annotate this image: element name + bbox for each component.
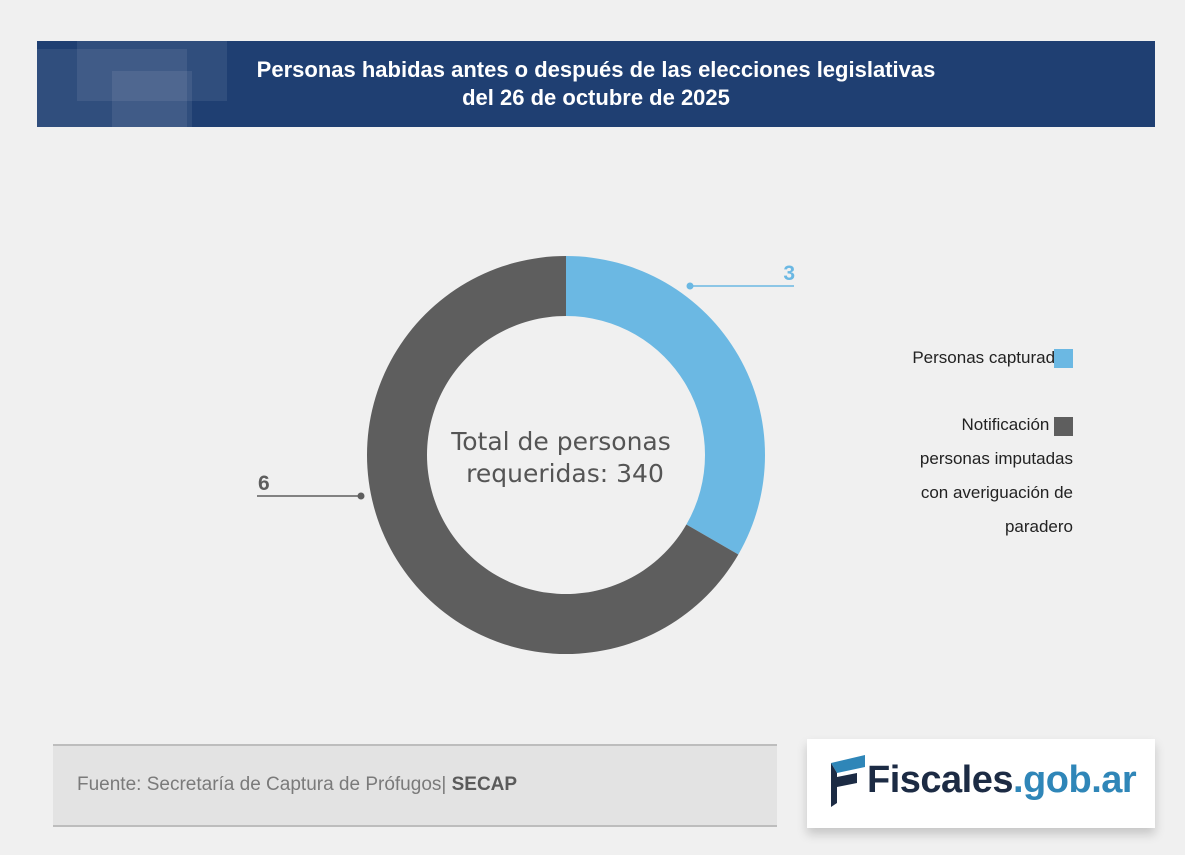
legend-label: Personas capturadas [912, 348, 1073, 367]
banner-decoration [37, 49, 187, 127]
source-acronym: SECAP [451, 774, 518, 795]
title-line-1: Personas habidas antes o después de las … [256, 57, 936, 82]
logo-main-text: Fiscales [867, 759, 1014, 801]
legend-swatch-notified [1054, 417, 1073, 436]
legend-item-notified: Notificación de personas imputadas con a… [920, 408, 1073, 544]
title-line-2: del 26 de octubre de 2025 [462, 85, 730, 110]
banner-decoration [77, 41, 227, 101]
title-banner: Personas habidas antes o después de las … [37, 41, 1155, 127]
logo-text: Fiscales.gob.ar [867, 759, 1137, 802]
legend-label-line: paradero [1004, 517, 1073, 536]
data-label-captured: 3 [783, 262, 795, 285]
logo[interactable]: Fiscales.gob.ar [807, 739, 1155, 828]
flag-icon [831, 755, 865, 807]
legend-item-captured: Personas capturadas [912, 341, 1073, 375]
donut-chart: Total de personas requeridas: 340 3 6 [257, 256, 795, 654]
legend-label-line: personas imputadas [919, 449, 1073, 468]
source-label: Fuente: Secretaría de Captura de Prófugo… [77, 774, 447, 795]
banner-decoration [112, 71, 192, 127]
source-footer: Fuente: Secretaría de Captura de Prófugo… [53, 744, 777, 827]
center-label-line-2: requeridas: 340 [466, 459, 664, 488]
legend-label-line: con averiguación de [920, 483, 1073, 502]
data-label-notified: 6 [258, 472, 270, 495]
source-text: Fuente: Secretaría de Captura de Prófugo… [77, 774, 517, 796]
leader-dot-notified [357, 492, 365, 500]
legend-swatch-captured [1054, 349, 1073, 368]
chart-title: Personas habidas antes o después de las … [37, 56, 1155, 112]
leader-dot-captured [686, 282, 694, 290]
donut-slices [367, 256, 765, 654]
legend-label-line: Notificación de [961, 415, 1073, 434]
logo-domain-text: .gob.ar [1013, 759, 1137, 801]
center-label-line-1: Total de personas [450, 427, 671, 456]
slice-notified [367, 256, 739, 654]
slice-captured [566, 256, 765, 555]
